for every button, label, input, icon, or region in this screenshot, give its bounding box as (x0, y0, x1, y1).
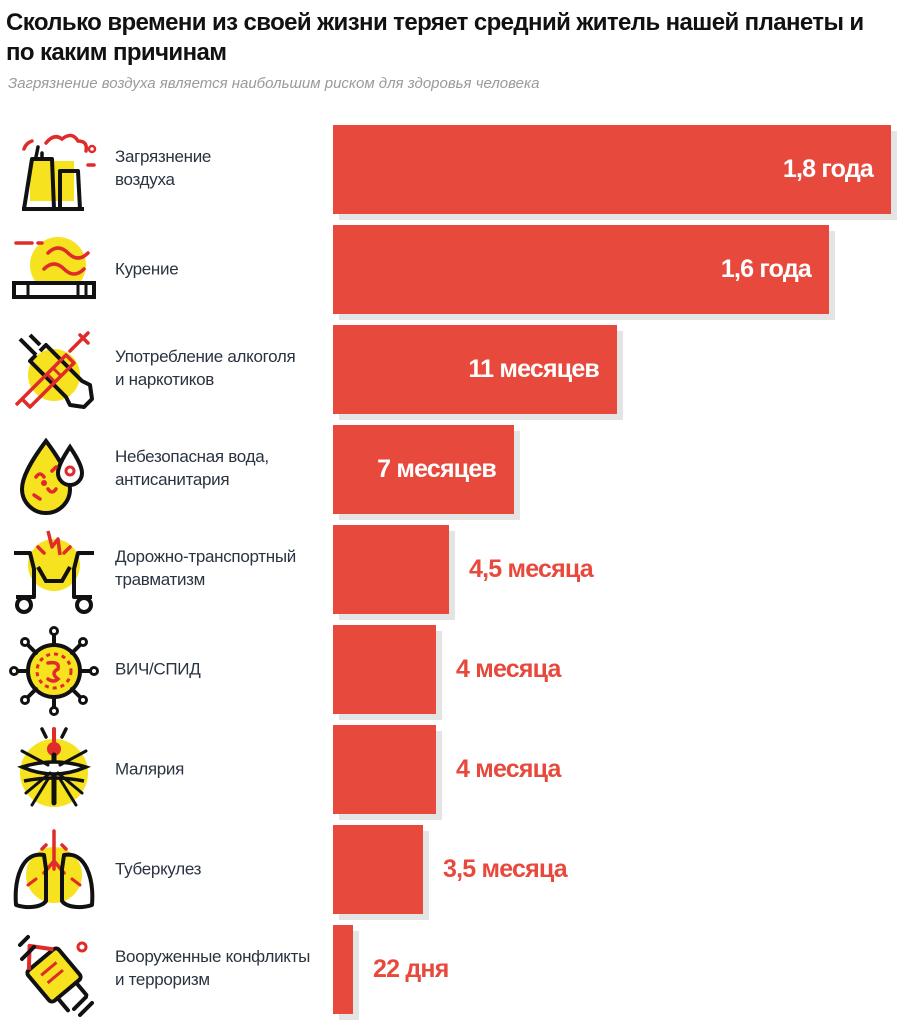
value-label: 4 месяца (456, 754, 561, 783)
category-label: Загрязнение воздуха (115, 145, 325, 191)
chart-row: Курение 1,6 года (0, 225, 912, 325)
cigarette-icon (8, 225, 100, 317)
value-label: 4,5 месяца (469, 554, 594, 583)
category-label: Небезопасная вода, антисанитария (115, 445, 325, 491)
category-label-line: Загрязнение (115, 146, 212, 166)
bar (333, 825, 423, 914)
chart-title: Сколько времени из своей жизни теряет ср… (6, 9, 864, 66)
chart-row: Загрязнение воздуха 1,8 года (0, 125, 912, 225)
category-label: Туберкулез (115, 857, 325, 880)
chart-row: ВИЧ/СПИД 4 месяца (0, 625, 912, 725)
category-label: Употребление алкоголя и наркотиков (115, 345, 325, 391)
value-label: 1,8 года (782, 154, 874, 183)
mosquito-icon (8, 725, 100, 817)
lungs-icon (8, 825, 100, 917)
bar (333, 325, 617, 414)
bar (333, 625, 436, 714)
category-label-line: Вооруженные конфликты (115, 946, 311, 966)
chart-row: Туберкулез 3,5 месяца (0, 825, 912, 925)
category-label-line: Дорожно-транспортный (115, 546, 296, 566)
value-label: 1,6 года (720, 254, 812, 283)
chart-row: Вооруженные конфликты и терроризм 22 дня (0, 925, 912, 1025)
bottle-syringe-icon (8, 325, 100, 417)
category-label-line: Малярия (115, 759, 184, 779)
value-label: 22 дня (373, 954, 449, 983)
category-label-line: и наркотиков (115, 369, 215, 389)
category-label-line: травматизм (115, 569, 206, 589)
car-crash-icon (8, 525, 100, 617)
category-label: ВИЧ/СПИД (115, 657, 325, 680)
category-label: Дорожно-транспортный травматизм (115, 545, 325, 591)
category-label-line: антисанитария (115, 469, 230, 489)
chart-row: Небезопасная вода, антисанитария 7 месяцев (0, 425, 912, 525)
value-label: 11 месяцев (468, 354, 599, 383)
chart-row: Дорожно-транспортный травматизм 4,5 месяца (0, 525, 912, 625)
category-label-line: Туберкулез (115, 859, 202, 879)
value-label: 7 месяцев (377, 454, 497, 483)
category-label-line: Курение (115, 259, 179, 279)
value-label: 4 месяца (456, 654, 561, 683)
factory-smoke-icon (8, 125, 100, 217)
bar (333, 225, 829, 314)
category-label: Малярия (115, 757, 325, 780)
value-label: 3,5 месяца (443, 854, 568, 883)
contaminated-water-drop-icon (8, 425, 100, 517)
bar (333, 425, 514, 514)
bomb-icon (8, 925, 100, 1017)
chart-row: Употребление алкоголя и наркотиков 11 меся… (0, 325, 912, 425)
virus-icon (8, 625, 100, 717)
bar (333, 925, 353, 1014)
bar (333, 525, 449, 614)
category-label-line: и терроризм (115, 969, 210, 989)
chart-subtitle: Загрязнение воздуха является наибольшим … (8, 75, 540, 92)
bar (333, 125, 891, 214)
category-label-line: Небезопасная вода, (115, 446, 269, 466)
category-label-line: воздуха (115, 169, 175, 189)
category-label: Вооруженные конфликты и терроризм (115, 945, 325, 991)
bar (333, 725, 436, 814)
chart-row: Малярия 4 месяца (0, 725, 912, 825)
category-label-line: ВИЧ/СПИД (115, 659, 201, 679)
category-label-line: Употребление алкоголя (115, 346, 296, 366)
category-label: Курение (115, 257, 325, 280)
